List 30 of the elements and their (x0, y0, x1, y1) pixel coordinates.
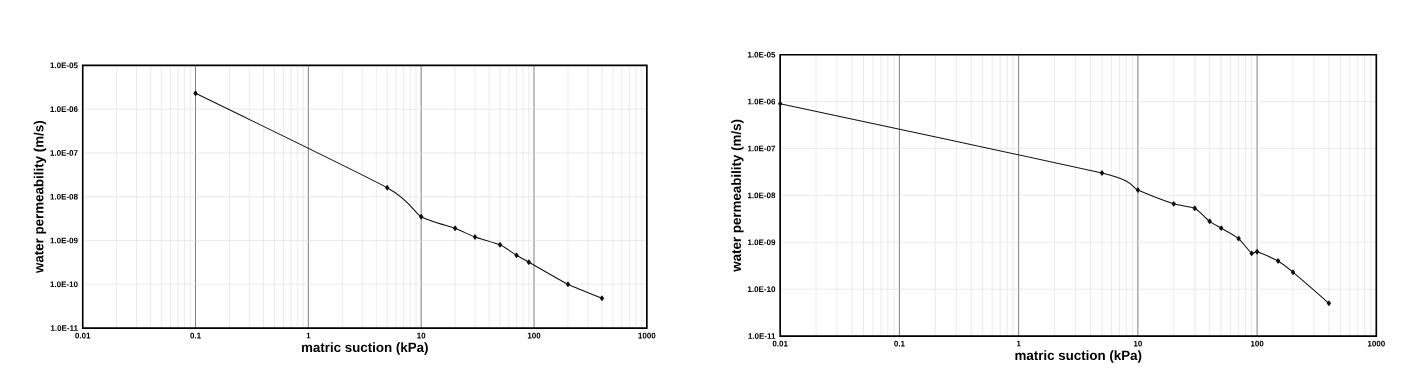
y-axis-title: water permeability (m/s) (731, 119, 744, 272)
x-tick-label: 10 (1133, 340, 1142, 347)
y-tick-label: 1.0E-07 (50, 150, 78, 156)
y-tick-label: 1.0E-05 (50, 62, 78, 69)
x-axis-title: matric suction (kPa) (301, 342, 428, 355)
x-tick-label: 10 (417, 332, 426, 339)
y-axis-title: water permeability (m/s) (33, 121, 47, 274)
x-tick-label: 1000 (638, 332, 656, 339)
y-tick-label: 1.0E-08 (747, 192, 776, 199)
x-tick-label: 0.01 (75, 332, 91, 339)
x-tick-label: 1000 (1367, 340, 1385, 347)
y-tick-label: 1.0E-09 (50, 237, 78, 244)
y-tick-label: 1.0E-06 (50, 106, 78, 113)
x-tick-label: 0.1 (894, 340, 905, 347)
y-tick-label: 1.0E-06 (747, 98, 776, 105)
y-tick-label: 1.0E-05 (747, 51, 776, 58)
y-tick-label: 1.0E-11 (50, 325, 78, 332)
y-tick-label: 1.0E-07 (747, 145, 776, 152)
x-axis-title: matric suction (kPa) (1015, 350, 1142, 363)
y-tick-label: 1.0E-08 (50, 194, 78, 200)
x-tick-label: 0.01 (772, 340, 788, 347)
y-tick-label: 1.0E-11 (748, 333, 776, 340)
y-tick-label: 1.0E-10 (50, 281, 78, 288)
x-tick-label: 1 (1016, 340, 1021, 347)
x-tick-label: 1 (306, 332, 311, 339)
x-tick-label: 100 (1250, 340, 1264, 347)
y-tick-label: 1.0E-09 (747, 239, 776, 246)
x-tick-label: 0.1 (190, 332, 201, 339)
y-tick-label: 1.0E-10 (747, 286, 776, 293)
x-tick-label: 100 (527, 332, 541, 339)
